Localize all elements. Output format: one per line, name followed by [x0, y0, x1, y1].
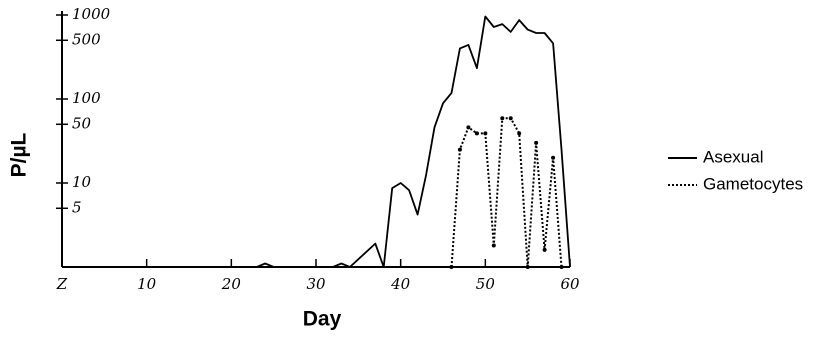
- legend-label: Asexual: [703, 147, 763, 166]
- point: [542, 247, 547, 252]
- point: [500, 116, 505, 121]
- x-tick-label: 10: [137, 275, 157, 293]
- point: [551, 155, 556, 160]
- x-tick-label: 40: [390, 275, 411, 293]
- y-tick-label: 50: [72, 114, 92, 132]
- series-line: [450, 117, 563, 268]
- legend-label: Gametocytes: [703, 174, 803, 193]
- x-tick-label: 60: [560, 275, 580, 293]
- y-tick-label: 100: [72, 89, 101, 107]
- point: [474, 131, 479, 136]
- point: [491, 243, 496, 248]
- x-axis-title: Day: [303, 308, 342, 331]
- y-tick-label: 1000: [72, 5, 111, 23]
- point: [483, 131, 488, 136]
- series-line: [62, 15, 571, 268]
- x-tick-label: 20: [221, 275, 242, 293]
- y-tick-label: 10: [72, 173, 92, 191]
- point: [517, 131, 522, 136]
- x-tick-label: Z: [56, 275, 68, 293]
- y-axis-title: P/µL: [8, 132, 31, 177]
- y-tick-label: 500: [72, 30, 101, 48]
- point: [559, 265, 564, 269]
- point: [508, 116, 513, 121]
- x-tick-label: 30: [306, 275, 326, 293]
- point: [534, 140, 539, 145]
- point: [466, 125, 471, 130]
- y-tick-label: 5: [72, 198, 82, 216]
- point: [457, 147, 462, 152]
- point: [449, 265, 454, 269]
- point: [525, 265, 530, 269]
- x-tick-label: 50: [476, 275, 496, 293]
